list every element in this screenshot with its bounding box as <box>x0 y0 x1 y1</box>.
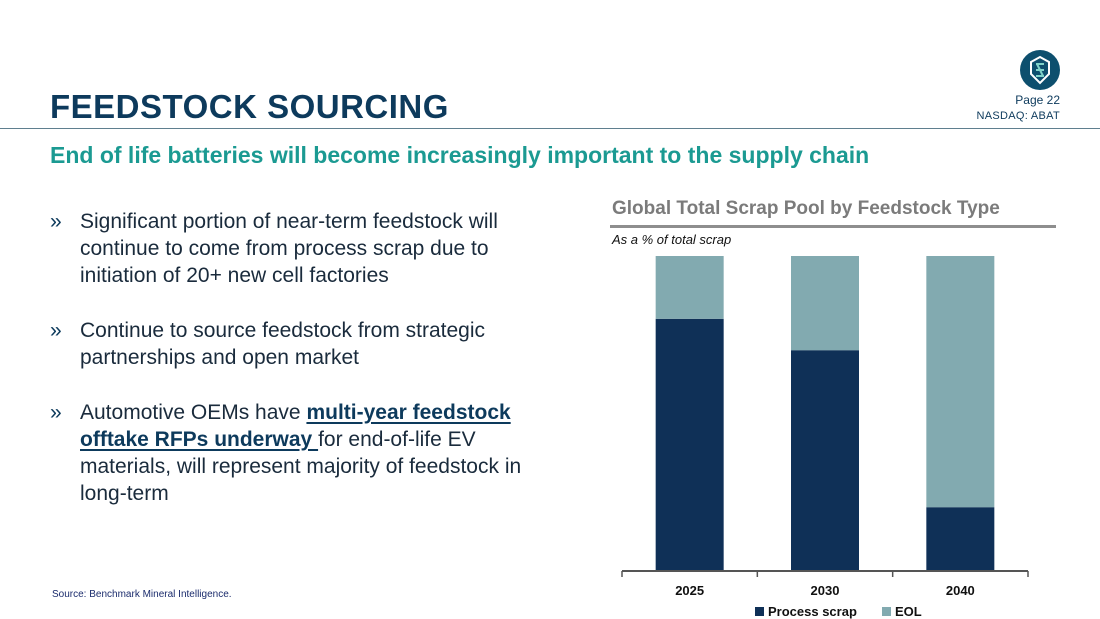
x-tick-label: 2030 <box>811 583 840 598</box>
title-divider <box>0 128 1100 129</box>
bullet-list: » Significant portion of near-term feeds… <box>50 208 560 535</box>
chart-subtitle: As a % of total scrap <box>612 232 732 247</box>
source-note: Source: Benchmark Mineral Intelligence. <box>52 589 232 600</box>
bullet-marker: » <box>50 210 62 233</box>
x-tick-label: 2040 <box>946 583 975 598</box>
battery-shield-logo-icon <box>1020 50 1060 90</box>
bullet-text: Significant portion of near-term feedsto… <box>80 210 498 287</box>
bullet-text-after: for end-of-life EV materials, will repre… <box>80 428 522 505</box>
bullet-text: Continue to source feedstock from strate… <box>80 319 486 369</box>
legend-label: EOL <box>895 604 922 619</box>
bullet-item: » Automotive OEMs have multi-year feedst… <box>50 399 560 507</box>
bullet-marker: » <box>50 401 62 424</box>
legend-swatch-eol <box>882 607 891 616</box>
bar-eol-2025 <box>655 256 724 319</box>
bullet-item: » Continue to source feedstock from stra… <box>50 317 560 371</box>
stacked-bar-chart: 2025 2030 2040 Process scrap EOL <box>621 256 1029 619</box>
page-subtitle: End of life batteries will become increa… <box>50 142 870 168</box>
bar-process-scrap-2040 <box>926 507 995 570</box>
bar-eol-2030 <box>791 256 859 351</box>
bullet-item: » Significant portion of near-term feeds… <box>50 208 560 289</box>
highlight-link[interactable]: multi-year feedstock offtake RFPs underw… <box>80 401 511 451</box>
ticker-label: NASDAQ: ABAT <box>976 110 1060 122</box>
page-number: Page 22 <box>1015 93 1060 107</box>
page-title: FEEDSTOCK SOURCING <box>50 88 449 125</box>
bar-process-scrap-2025 <box>655 318 724 570</box>
chart-title-rule <box>610 225 1056 228</box>
legend-label: Process scrap <box>768 604 857 619</box>
bar-process-scrap-2030 <box>791 350 859 570</box>
legend-swatch-process-scrap <box>755 607 764 616</box>
bullet-marker: » <box>50 319 62 342</box>
bar-eol-2040 <box>926 256 995 508</box>
chart-title: Global Total Scrap Pool by Feedstock Typ… <box>612 198 1000 219</box>
bullet-text-before: Automotive OEMs have <box>80 401 307 424</box>
x-tick-label: 2025 <box>675 583 704 598</box>
